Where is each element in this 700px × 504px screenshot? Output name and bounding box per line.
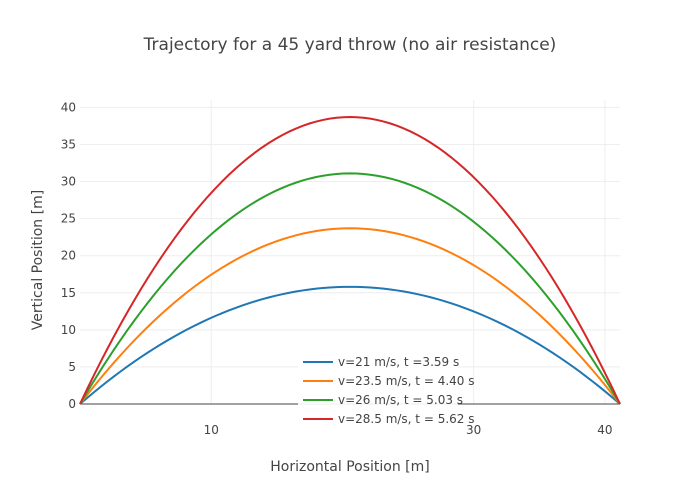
y-tick-label: 0 [68, 397, 76, 411]
series-line-4[interactable] [79, 116, 621, 405]
legend-label[interactable]: v=21 m/s, t =3.59 s [338, 355, 459, 369]
y-tick-label: 35 [61, 137, 76, 151]
legend-label[interactable]: v=23.5 m/s, t = 4.40 s [338, 374, 474, 388]
legend-label[interactable]: v=28.5 m/s, t = 5.62 s [338, 412, 474, 426]
legend[interactable]: v=21 m/s, t =3.59 s v=23.5 m/s, t = 4.40 … [298, 345, 474, 426]
y-tick-label: 40 [61, 100, 76, 114]
series-group [79, 116, 621, 405]
y-tick-label: 15 [61, 286, 76, 300]
y-tick-label: 30 [61, 175, 76, 189]
y-tick-label: 20 [61, 249, 76, 263]
y-tick-label: 25 [61, 212, 76, 226]
series-line-3[interactable] [79, 172, 621, 405]
series-line-1[interactable] [79, 285, 621, 405]
legend-label[interactable]: v=26 m/s, t = 5.03 s [338, 393, 463, 407]
y-axis-title: Vertical Position [m] [30, 190, 46, 330]
x-tick-label: 10 [204, 423, 219, 437]
series-line-2[interactable] [79, 227, 621, 405]
y-tick-label: 10 [61, 323, 76, 337]
x-tick-label: 30 [466, 423, 481, 437]
chart-title: Trajectory for a 45 yard throw (no air r… [143, 35, 557, 55]
x-axis-title: Horizontal Position [m] [270, 459, 429, 475]
x-tick-label: 40 [597, 423, 612, 437]
grid-lines [80, 100, 620, 404]
y-tick-label: 5 [68, 360, 76, 374]
legend-background [298, 345, 458, 425]
